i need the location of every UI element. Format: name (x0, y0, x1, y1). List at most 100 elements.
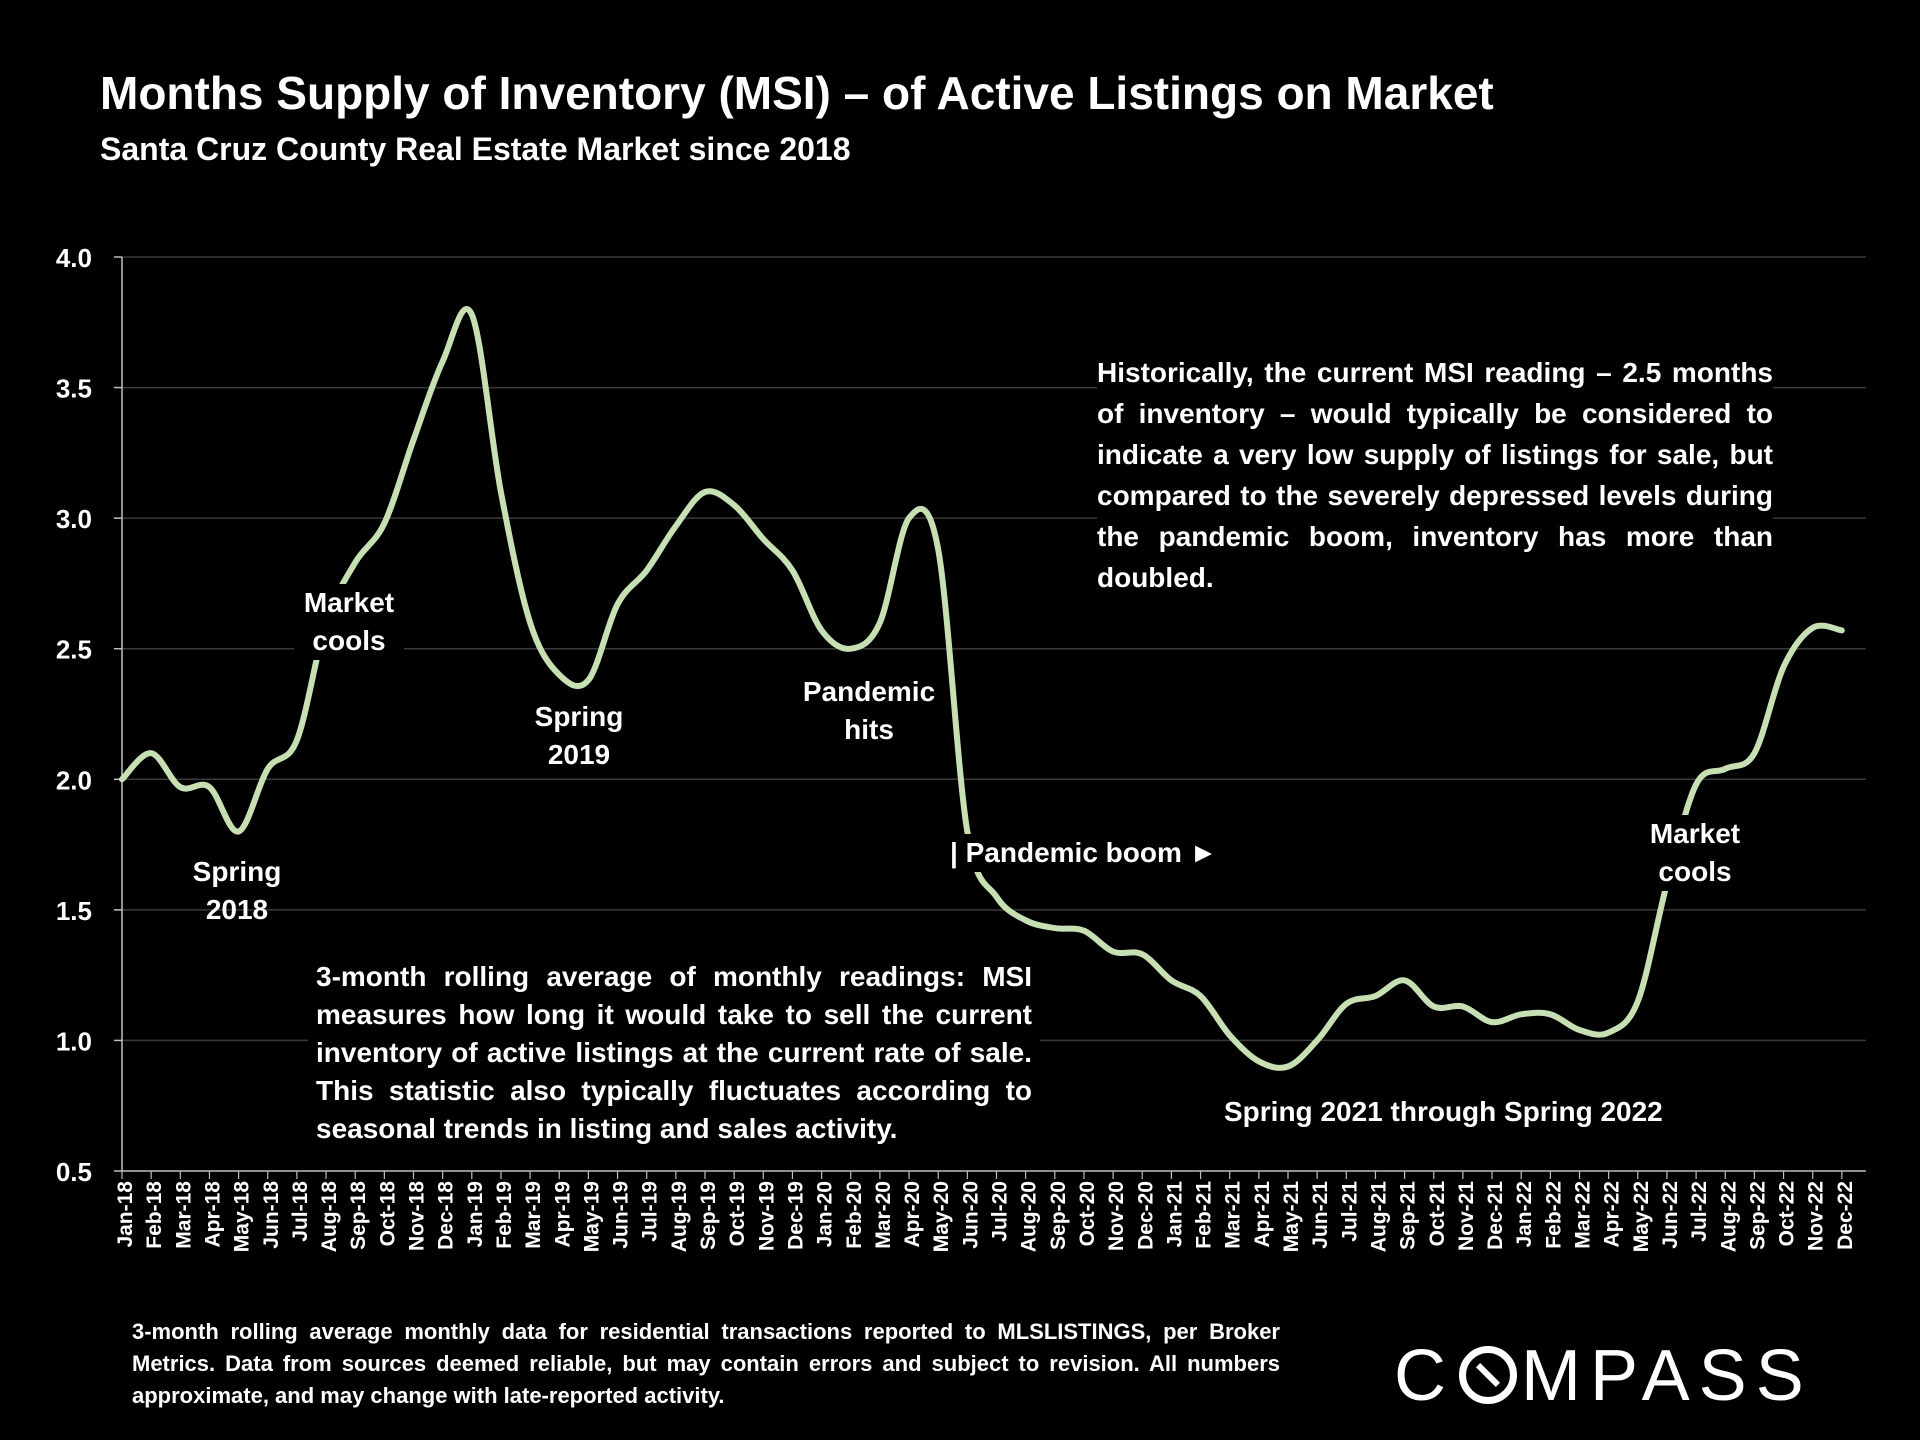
x-tick-label: Dec-21 (1484, 1181, 1507, 1250)
x-tick-label: May-19 (580, 1181, 603, 1252)
data-point-Feb-21 (1198, 993, 1204, 999)
data-point-Apr-21 (1256, 1058, 1262, 1064)
x-tick-label: Sep-19 (697, 1181, 720, 1250)
x-tick-label: Apr-20 (901, 1181, 924, 1248)
chart-subtitle: Santa Cruz County Real Estate Market sin… (100, 131, 851, 167)
data-point-Jun-18 (265, 766, 271, 772)
x-tick-label: Sep-21 (1397, 1181, 1420, 1250)
x-tick-label: Jun-22 (1659, 1181, 1682, 1249)
data-point-May-21 (1285, 1064, 1291, 1070)
x-tick-label: Feb-19 (493, 1181, 516, 1249)
data-point-Sep-18 (352, 560, 358, 566)
data-point-Jul-21 (1343, 1001, 1349, 1007)
x-tick-label: Aug-22 (1717, 1181, 1740, 1252)
y-tick-label: 1.0 (56, 1026, 92, 1056)
data-point-Sep-21 (1402, 977, 1408, 983)
x-tick-label: Sep-22 (1746, 1181, 1769, 1250)
data-point-Apr-20 (906, 515, 912, 521)
x-tick-label: Feb-18 (143, 1181, 166, 1249)
data-point-Jan-21 (1168, 977, 1174, 983)
x-tick-label: Mar-21 (1222, 1181, 1245, 1249)
y-tick-label: 3.0 (56, 504, 92, 534)
data-point-Oct-18 (381, 520, 387, 526)
x-tick-label: Jan-18 (114, 1181, 137, 1248)
data-point-Jan-20 (819, 627, 825, 633)
x-tick-label: Mar-20 (872, 1181, 895, 1249)
historical-msi-note: Historically, the current MSI reading – … (1097, 352, 1773, 598)
annotation-spring-2019: Spring 2019 (534, 701, 624, 770)
x-tick-label: Oct-19 (726, 1181, 749, 1246)
data-point-Apr-18 (206, 784, 212, 790)
x-tick-label: Sep-18 (347, 1181, 370, 1250)
data-point-Nov-18 (411, 437, 417, 443)
x-tick-label: Mar-18 (172, 1181, 195, 1249)
x-tick-label: Dec-19 (784, 1181, 807, 1250)
x-tick-label: Jul-22 (1688, 1181, 1711, 1242)
x-tick-label: Dec-22 (1834, 1181, 1857, 1250)
x-tick-label: Jul-19 (639, 1181, 662, 1242)
x-tick-label: May-20 (930, 1181, 953, 1252)
x-tick-label: Oct-21 (1426, 1181, 1449, 1247)
x-tick-label: Apr-18 (201, 1181, 224, 1248)
x-tick-label: Feb-22 (1542, 1181, 1565, 1249)
data-point-Mar-18 (177, 784, 183, 790)
methodology-note: 3-month rolling average of monthly readi… (308, 958, 1040, 1148)
x-tick-label: Feb-20 (843, 1181, 866, 1249)
data-point-Feb-19 (498, 489, 504, 495)
y-tick-label: 2.5 (56, 635, 92, 665)
x-tick-label: Aug-20 (1018, 1181, 1041, 1252)
x-tick-label: Jul-18 (289, 1181, 312, 1242)
data-point-Nov-21 (1460, 1003, 1466, 1009)
chart-title: Months Supply of Inventory (MSI) – of Ac… (100, 67, 1494, 119)
x-tick-label: Jun-21 (1309, 1181, 1332, 1249)
data-point-Apr-19 (556, 672, 562, 678)
data-point-Mar-22 (1577, 1027, 1583, 1033)
x-tick-label: Jul-21 (1338, 1181, 1361, 1242)
x-tick-label: Oct-18 (376, 1181, 399, 1247)
x-tick-label: Nov-18 (406, 1181, 429, 1251)
x-tick-label: Aug-18 (318, 1181, 341, 1252)
x-tick-label: Dec-20 (1134, 1181, 1157, 1250)
data-point-Mar-21 (1227, 1032, 1233, 1038)
data-point-Oct-22 (1781, 664, 1787, 670)
data-point-May-18 (236, 829, 242, 835)
data-point-Mar-20 (877, 620, 883, 626)
data-point-Jul-20 (994, 894, 1000, 900)
annotation-spring-2018: Spring 2018 (192, 856, 282, 925)
data-point-Feb-20 (848, 646, 854, 652)
x-tick-label: May-21 (1280, 1181, 1303, 1253)
data-point-Jul-18 (294, 737, 300, 743)
x-tick-label: Nov-21 (1455, 1181, 1478, 1251)
x-tick-label: Jun-19 (610, 1181, 633, 1249)
data-point-Nov-19 (760, 536, 766, 542)
annotation-pandemic-boom: | Pandemic boom ► (946, 834, 1222, 872)
data-point-May-19 (585, 677, 591, 683)
annotation-pandemic-hits: Pandemic hits (802, 676, 936, 745)
x-tick-label: Jan-21 (1163, 1181, 1186, 1248)
x-tick-label: Sep-20 (1047, 1181, 1070, 1250)
data-point-Nov-22 (1810, 625, 1816, 631)
x-tick-label: Mar-19 (522, 1181, 545, 1249)
x-tick-label: Apr-22 (1601, 1181, 1624, 1248)
data-point-Apr-22 (1606, 1030, 1612, 1036)
x-tick-label: May-22 (1630, 1181, 1653, 1252)
msi-series-line (119, 306, 1845, 1071)
data-point-Feb-22 (1547, 1011, 1553, 1017)
x-tick-label: Jul-20 (989, 1181, 1012, 1242)
compass-o-icon (1459, 1346, 1517, 1404)
data-point-Sep-19 (702, 489, 708, 495)
data-source-footnote: 3-month rolling average monthly data for… (132, 1319, 1280, 1408)
data-point-Jan-22 (1518, 1011, 1524, 1017)
x-tick-label: Apr-21 (1251, 1181, 1274, 1248)
data-point-May-20 (935, 546, 941, 552)
x-tick-label: Aug-21 (1367, 1181, 1390, 1252)
x-tick-label: May-18 (231, 1181, 254, 1253)
data-point-Aug-21 (1372, 993, 1378, 999)
data-point-Dec-20 (1139, 951, 1145, 957)
x-tick-label: Oct-22 (1776, 1181, 1799, 1246)
x-tick-label: Oct-20 (1076, 1181, 1099, 1246)
y-tick-label: 1.5 (56, 896, 92, 926)
data-point-Jun-19 (615, 601, 621, 607)
data-point-Dec-19 (789, 567, 795, 573)
